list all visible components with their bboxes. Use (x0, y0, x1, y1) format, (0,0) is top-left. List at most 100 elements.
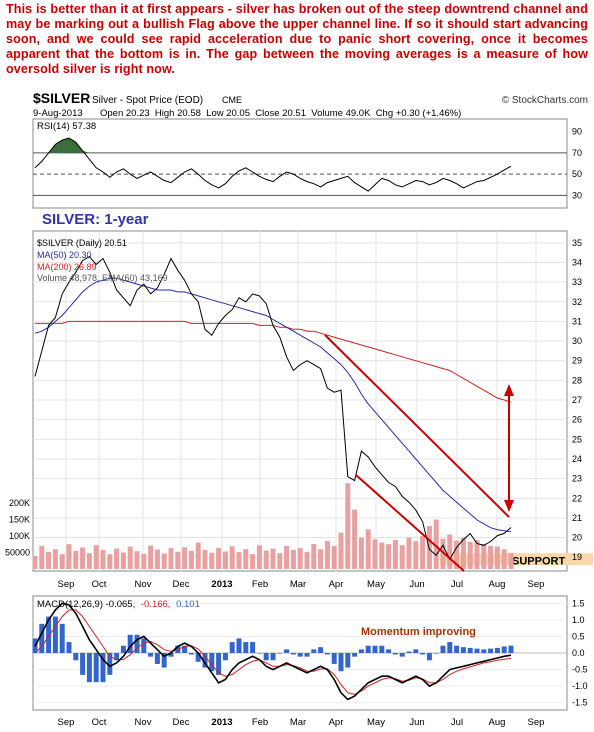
macd-histogram-bar (420, 653, 426, 655)
macd-histogram-bar (352, 653, 358, 657)
volume-bar (474, 539, 480, 569)
price-x-tick-label: May (367, 579, 385, 590)
macd-histogram-bar (148, 653, 154, 657)
macd-histogram-bar (331, 653, 337, 664)
volume-bar (501, 549, 507, 569)
macd-histogram-bar (345, 653, 351, 668)
price-y-tick-label: 22 (572, 493, 582, 503)
macd-histogram-bar (182, 645, 188, 653)
macd-x-tick-label: Apr (329, 717, 344, 728)
macd-histogram-bar (195, 653, 201, 662)
price-y-tick-label: 33 (572, 277, 582, 287)
volume-bar (352, 509, 358, 569)
volume-bar (379, 542, 385, 569)
volume-bar (120, 552, 126, 569)
volume-bar (284, 545, 290, 569)
macd-x-tick-label: Aug (489, 717, 506, 728)
macd-histogram-bar (202, 653, 208, 668)
volume-bar (66, 544, 72, 569)
macd-histogram-bar (100, 653, 106, 683)
volume-bar (32, 555, 38, 569)
macd-y-tick-label: -1.5 (572, 698, 588, 708)
macd-x-tick-label: Feb (252, 717, 268, 728)
macd-histogram-bar (250, 642, 256, 653)
macd-histogram-bar (52, 616, 58, 653)
macd-histogram-bar (66, 642, 72, 653)
price-y-tick-label: 34 (572, 257, 582, 267)
macd-histogram-bar (447, 642, 453, 653)
volume-bar (318, 549, 324, 569)
macd-histogram-bar (467, 647, 473, 653)
momentum-annotation: Momentum improving (361, 626, 476, 638)
rsi-panel-frame (32, 118, 568, 209)
volume-bar (406, 537, 412, 569)
volume-bar (324, 540, 330, 569)
price-y-tick-label: 28 (572, 375, 582, 385)
quote-line: Open 20.23 High 20.58 Low 20.05 Close 20… (100, 108, 461, 119)
rsi-panel: RSI(14) 57.38 30 50 70 90 (32, 118, 582, 209)
price-x-tick-label: Feb (252, 579, 268, 590)
macd-histogram-bar (120, 645, 126, 653)
macd-legend: MACD(12,26,9) -0.065, -0.166, 0.101 (37, 599, 200, 610)
macd-histogram-bar (263, 653, 269, 661)
price-y-tick-label: 23 (572, 474, 582, 484)
price-panel-frame (32, 230, 568, 572)
price-x-tick-label: Apr (329, 579, 344, 590)
commentary-text: This is better than it at first appears … (6, 2, 588, 76)
volume-bar (447, 534, 453, 569)
volume-bar (168, 548, 174, 569)
macd-histogram-bar (127, 634, 133, 653)
macd-histogram-bar (209, 653, 215, 672)
volume-bar (222, 551, 228, 569)
symbol-label: $SILVER (33, 90, 90, 106)
stockcharts-credit: © StockCharts.com (502, 95, 588, 106)
volume-bar (263, 550, 269, 569)
price-y-tick-label: 31 (572, 316, 582, 326)
volume-bar (488, 545, 494, 569)
volume-bar (202, 549, 208, 569)
macd-histogram-bar (311, 649, 317, 653)
rsi-y-tick-label: 50 (572, 169, 582, 179)
volume-bar (134, 551, 140, 569)
volume-bar (467, 541, 473, 569)
macd-y-tick-label: 1.5 (572, 598, 585, 608)
support-label: SUPPORT (512, 555, 565, 567)
macd-histogram-bar (474, 648, 480, 653)
price-y-tick-label: 35 (572, 238, 582, 248)
arrow-head-down-icon (504, 500, 514, 512)
volume-bar (52, 549, 58, 569)
macd-histogram-bar (86, 653, 92, 683)
macd-histogram-bar (508, 645, 514, 653)
volume-bar (311, 543, 317, 569)
volume-bar (188, 550, 194, 569)
rsi-line (34, 137, 512, 192)
macd-histogram-bar (243, 642, 249, 653)
macd-x-tick-label: Nov (135, 717, 152, 728)
volume-bar (100, 549, 106, 569)
price-y-tick-label: 20 (572, 533, 582, 543)
price-y-tick-label: 29 (572, 356, 582, 366)
price-x-tick-label: Sep (528, 579, 545, 590)
macd-histogram-bar (277, 653, 283, 654)
macd-histogram-bar (304, 653, 310, 657)
macd-x-tick-label: Sep (528, 717, 545, 728)
volume-bar (59, 554, 65, 569)
macd-y-tick-label: -1.0 (572, 681, 588, 691)
price-x-tick-label: Jun (409, 579, 424, 590)
volume-bar (338, 532, 344, 569)
price-x-tick-label: Oct (92, 579, 107, 590)
price-x-tick-label: Nov (135, 579, 152, 590)
volume-bar (195, 542, 201, 569)
macd-histogram-bar (488, 648, 494, 653)
volume-bar (440, 538, 446, 569)
macd-x-tick-label: May (367, 717, 385, 728)
volume-bar (243, 549, 249, 569)
macd-histogram-bar (168, 653, 174, 657)
instrument-name: Silver - Spot Price (EOD) (92, 95, 203, 106)
volume-bar (345, 483, 351, 569)
volume-bar (372, 539, 378, 569)
ma50-line (34, 277, 512, 533)
volume-bar (229, 546, 235, 569)
macd-histogram-bar (338, 653, 344, 672)
